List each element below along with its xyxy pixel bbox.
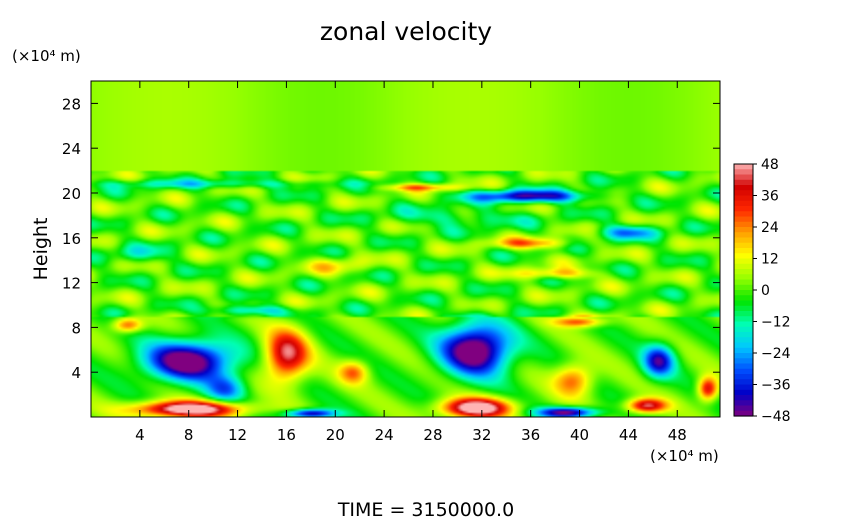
y-tick-label: 20: [62, 185, 81, 203]
y-tick-label: 28: [62, 95, 81, 113]
colorbar-segment: [734, 274, 753, 281]
x-tick-label: 16: [277, 426, 296, 444]
x-axis-unit: (×10⁴ m): [650, 447, 719, 465]
colorbar-segment: [734, 389, 753, 396]
colorbar-segment: [734, 295, 753, 302]
y-tick-label: 24: [62, 140, 81, 158]
colorbar-segment: [734, 321, 753, 328]
x-tick-label: 12: [228, 426, 247, 444]
colorbar-segment: [734, 363, 753, 370]
colorbar-segment: [734, 279, 753, 286]
x-tick-label: 32: [472, 426, 491, 444]
colorbar-segment: [734, 379, 753, 386]
colorbar-segment: [734, 305, 753, 312]
colorbar-segment: [734, 410, 753, 417]
y-axis-unit: (×10⁴ m): [12, 47, 81, 65]
colorbar-segment: [734, 368, 753, 375]
colorbar-segment: [734, 290, 753, 296]
colorbar-segment: [734, 185, 753, 191]
colorbar-segment: [734, 316, 753, 323]
heatmap-plot-area: [90, 80, 721, 418]
colorbar-segment: [734, 263, 753, 270]
y-axis: 4 8 12 16 20 24 28: [62, 95, 720, 382]
y-tick-label: 4: [71, 364, 81, 382]
y-tick-label: 12: [62, 275, 81, 293]
colorbar-tick-label: 36: [761, 189, 779, 205]
colorbar-segment: [734, 353, 753, 359]
colorbar-segment: [734, 248, 753, 254]
y-tick-label: 8: [71, 319, 81, 337]
colorbar-segment: [734, 179, 753, 186]
x-axis: 4 8 12 16 20 24 28 32 36 40 44 48: [135, 81, 687, 444]
colorbar-segment: [734, 374, 753, 380]
time-label: TIME = 3150000.0: [337, 499, 514, 519]
colorbar-tick-label: 48: [761, 157, 779, 173]
colorbar-segment: [734, 384, 753, 391]
x-tick-label: 8: [184, 426, 194, 444]
colorbar-segment: [734, 195, 753, 202]
colorbar-segment: [734, 311, 753, 317]
colorbar-tick-label: 0: [761, 283, 770, 299]
x-tick-label: 44: [619, 426, 638, 444]
colorbar-tick-label: −24: [761, 346, 791, 362]
colorbar-segment: [734, 347, 753, 354]
colorbar-segment: [734, 342, 753, 349]
colorbar-segment: [734, 232, 753, 239]
x-tick-label: 24: [375, 426, 394, 444]
plot-frame: [90, 80, 721, 418]
colorbar-segment: [734, 227, 753, 233]
colorbar-segment: [734, 337, 753, 344]
colorbar-segment: [734, 253, 753, 260]
colorbar-segment: [734, 358, 753, 365]
y-axis-label: Height: [30, 218, 52, 281]
colorbar-segment: [734, 269, 753, 275]
colorbar-tick-label: −48: [761, 409, 791, 425]
colorbar-segment: [734, 332, 753, 338]
colorbar-segment: [734, 200, 753, 207]
chart-title: zonal velocity: [320, 17, 492, 46]
colorbar-segment: [734, 206, 753, 212]
colorbar-segment: [734, 395, 753, 401]
x-tick-label: 28: [423, 426, 442, 444]
y-tick-label: 16: [62, 230, 81, 248]
colorbar-segment: [734, 237, 753, 244]
colorbar-segment: [734, 211, 753, 218]
x-tick-label: 36: [521, 426, 540, 444]
colorbar-segment: [734, 216, 753, 223]
colorbar-segment: [734, 169, 753, 176]
colorbar-segment: [734, 258, 753, 265]
colorbar-segment: [734, 164, 753, 170]
x-tick-label: 40: [570, 426, 589, 444]
colorbar-tick-label: −12: [761, 315, 791, 331]
colorbar-tick-label: 12: [761, 252, 779, 268]
colorbar-segment: [734, 221, 753, 228]
heatmap-field: [91, 81, 720, 417]
colorbar-segment: [734, 300, 753, 307]
colorbar-segment: [734, 174, 753, 181]
colorbar-segment: [734, 405, 753, 412]
x-tick-label: 20: [326, 426, 345, 444]
colorbar-tick-label: −36: [761, 378, 791, 394]
colorbar-segment: [734, 326, 753, 333]
x-tick-label: 4: [135, 426, 145, 444]
colorbar-segment: [734, 284, 753, 291]
colorbar-segment: [734, 400, 753, 407]
colorbar-segment: [734, 242, 753, 249]
colorbar: 48 36 24 12 0 −12 −24 −36 −48: [733, 157, 791, 425]
x-tick-label: 48: [668, 426, 687, 444]
colorbar-tick-label: 24: [761, 220, 779, 236]
colorbar-segment: [734, 190, 753, 197]
